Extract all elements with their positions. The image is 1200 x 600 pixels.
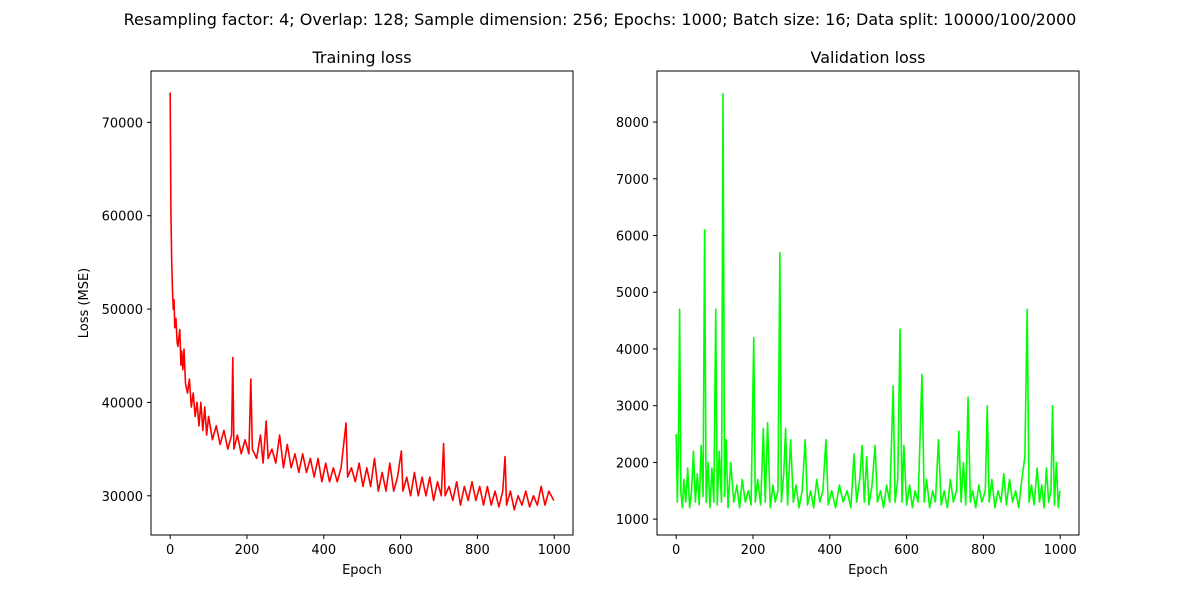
x-tick-label: 400	[817, 543, 842, 558]
x-axis-label: Epoch	[342, 563, 382, 578]
y-tick-label: 50000	[102, 303, 143, 318]
y-tick-label: 2000	[616, 456, 649, 471]
y-tick-label: 70000	[102, 116, 143, 131]
x-tick-label: 0	[672, 543, 680, 558]
loss-line	[169, 92, 555, 511]
x-tick-label: 0	[166, 543, 174, 558]
y-tick-label: 60000	[102, 210, 143, 225]
x-axis-label: Epoch	[848, 563, 888, 578]
x-tick-label: 400	[311, 543, 336, 558]
x-tick-label: 800	[971, 543, 996, 558]
x-tick-label: 600	[894, 543, 919, 558]
x-tick-label: 200	[741, 543, 766, 558]
x-tick-label: 1000	[1044, 543, 1077, 558]
plot-frame	[150, 70, 574, 536]
x-tick-label: 800	[465, 543, 490, 558]
y-tick-label: 40000	[102, 396, 143, 411]
x-tick-label: 1000	[538, 543, 571, 558]
x-tick-label: 600	[388, 543, 413, 558]
plot-frame	[656, 70, 1080, 536]
y-tick-label: 7000	[616, 173, 649, 188]
figure-title: Resampling factor: 4; Overlap: 128; Samp…	[124, 10, 1077, 29]
y-tick-label: 8000	[616, 116, 649, 131]
y-tick-label: 4000	[616, 343, 649, 358]
y-tick-label: 1000	[616, 513, 649, 528]
x-tick-label: 200	[235, 543, 260, 558]
axes-title: Training loss	[311, 48, 411, 67]
y-axis-label: Loss (MSE)	[77, 268, 92, 338]
axes-title: Validation loss	[811, 48, 926, 67]
y-tick-label: 6000	[616, 229, 649, 244]
y-tick-label: 5000	[616, 286, 649, 301]
y-tick-label: 30000	[102, 490, 143, 505]
y-tick-label: 3000	[616, 400, 649, 415]
loss-line	[675, 92, 1061, 509]
